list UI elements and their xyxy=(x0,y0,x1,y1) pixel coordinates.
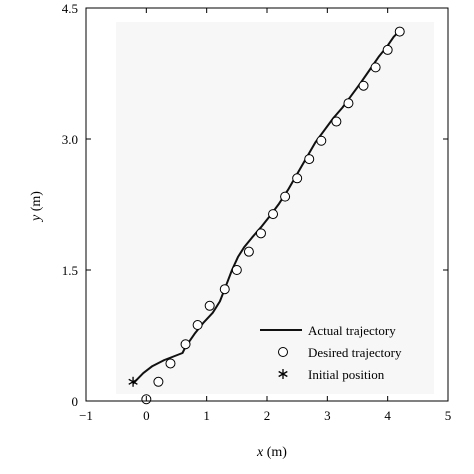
desired-trajectory-point xyxy=(358,80,369,91)
desired-trajectory-point xyxy=(243,246,254,257)
legend-entry-label: Desired trajectory xyxy=(308,345,402,360)
y-tick-label: 4.5 xyxy=(62,1,78,16)
desired-trajectory-point xyxy=(316,135,327,146)
desired-trajectory-point xyxy=(192,320,203,331)
desired-trajectory-point xyxy=(268,209,279,220)
desired-trajectory-point xyxy=(394,26,405,37)
desired-trajectory-point xyxy=(219,284,230,295)
desired-trajectory-point xyxy=(331,116,342,127)
data-marks xyxy=(128,26,405,405)
desired-trajectory-point xyxy=(343,98,354,109)
desired-trajectory-point xyxy=(165,358,176,369)
initial-position-point xyxy=(128,376,138,387)
legend-circle-symbol xyxy=(278,347,288,357)
y-tick-label: 3.0 xyxy=(62,132,78,147)
desired-trajectory-point xyxy=(255,228,266,239)
actual-trajectory-line xyxy=(132,29,401,385)
x-axis-variable: x xyxy=(256,445,264,460)
desired-trajectory-point xyxy=(304,154,315,165)
x-tick-label: −1 xyxy=(79,408,93,423)
desired-trajectory-point xyxy=(370,62,381,73)
legend-asterisk-symbol xyxy=(278,369,288,379)
y-axis-unit: (m) xyxy=(29,191,44,215)
legend-entry-label: Actual trajectory xyxy=(308,323,396,338)
desired-trajectory-point xyxy=(153,376,164,387)
desired-trajectory-point xyxy=(382,44,393,55)
x-tick-label: 0 xyxy=(143,408,150,423)
x-axis-unit: (m) xyxy=(263,445,287,460)
desired-trajectory-point xyxy=(280,191,291,202)
x-tick-label: 1 xyxy=(203,408,210,423)
x-tick-label: 2 xyxy=(264,408,271,423)
desired-trajectory-point xyxy=(204,300,215,311)
desired-trajectory-point xyxy=(292,173,303,184)
legend-entry-label: Initial position xyxy=(308,367,385,382)
desired-trajectory-point xyxy=(231,265,242,275)
x-tick-label: 5 xyxy=(445,408,452,423)
x-tick-label: 3 xyxy=(324,408,331,423)
legend: Actual trajectory Desired trajectory Initi… xyxy=(260,323,402,382)
y-tick-label: 1.5 xyxy=(62,263,78,278)
y-tick-label: 0 xyxy=(72,394,79,409)
desired-trajectory-point xyxy=(180,339,191,350)
y-axis-variable: y xyxy=(29,214,44,223)
y-axis-label: y (m) xyxy=(29,191,44,223)
x-tick-label: 4 xyxy=(384,408,391,423)
x-axis-label: x (m) xyxy=(256,445,287,460)
axes: −1 0 1 2 3 4 501.53.04.5 xyxy=(62,1,452,423)
